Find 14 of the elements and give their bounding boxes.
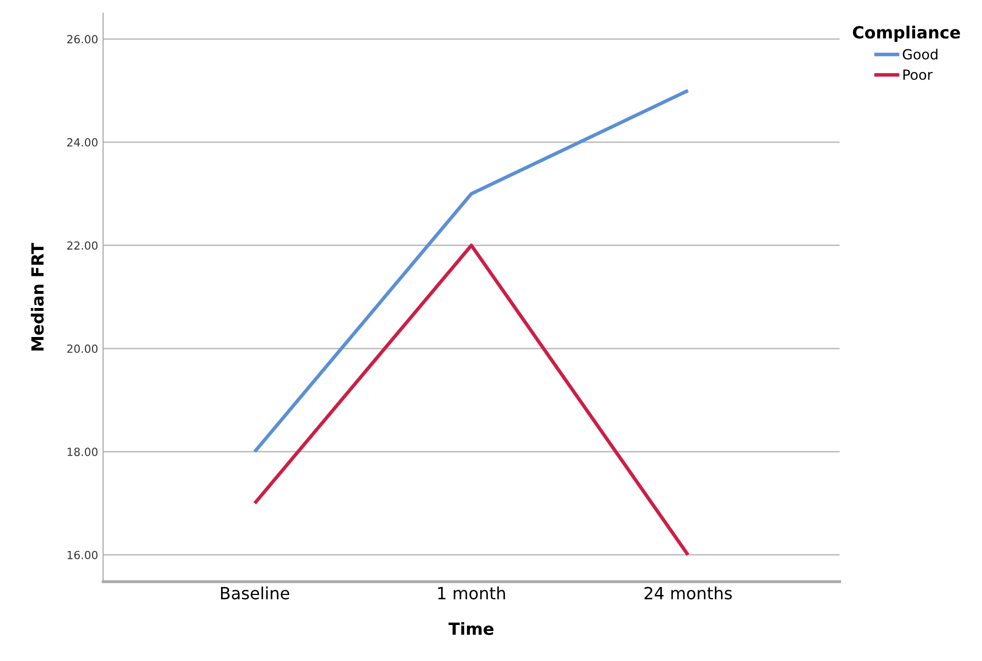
x-tick-label: Baseline bbox=[221, 586, 290, 600]
y-axis-title: Median FRT bbox=[30, 242, 44, 351]
y-tick-label: 24.00 bbox=[67, 138, 98, 147]
legend-label: Poor bbox=[903, 70, 933, 80]
x-axis-title: Time bbox=[448, 622, 494, 636]
y-tick-label: 20.00 bbox=[67, 344, 98, 353]
y-tick-label: 26.00 bbox=[67, 34, 98, 44]
legend-label: Good bbox=[902, 48, 938, 60]
x-tick-label: 1 month bbox=[438, 586, 505, 600]
y-tick-label: 18.00 bbox=[68, 448, 98, 456]
x-tick-label: 24 months bbox=[644, 586, 732, 600]
y-tick-label: 16.00 bbox=[68, 550, 98, 560]
y-tick-label: 22.00 bbox=[67, 241, 98, 250]
legend-title: Compliance bbox=[852, 26, 960, 42]
